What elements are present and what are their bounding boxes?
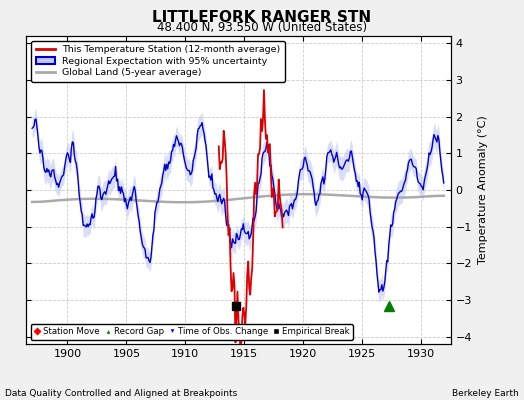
Text: 48.400 N, 93.550 W (United States): 48.400 N, 93.550 W (United States) bbox=[157, 21, 367, 34]
Y-axis label: Temperature Anomaly (°C): Temperature Anomaly (°C) bbox=[477, 116, 487, 264]
Legend: Station Move, Record Gap, Time of Obs. Change, Empirical Break: Station Move, Record Gap, Time of Obs. C… bbox=[30, 324, 353, 340]
Text: Data Quality Controlled and Aligned at Breakpoints: Data Quality Controlled and Aligned at B… bbox=[5, 389, 237, 398]
Text: LITTLEFORK RANGER STN: LITTLEFORK RANGER STN bbox=[152, 10, 372, 25]
Text: Berkeley Earth: Berkeley Earth bbox=[452, 389, 519, 398]
